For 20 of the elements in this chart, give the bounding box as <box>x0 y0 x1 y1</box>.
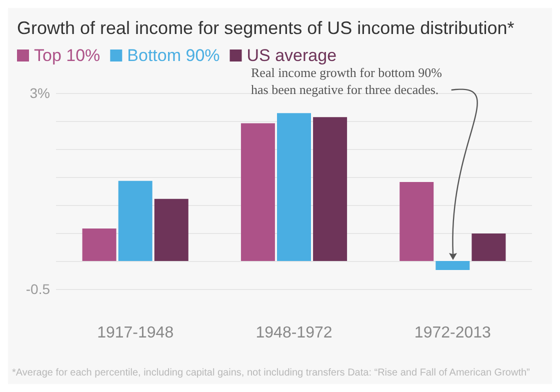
bar <box>118 180 152 261</box>
bar <box>82 228 116 261</box>
text: *Average for each percentile, including capital gains, not including transfers Data: “Rise and Fall of American Growth” <box>12 368 530 378</box>
x-tick-label: 1972-2013 <box>414 324 492 342</box>
chart-title: Growth of real income for segments of US income distribution* <box>17 18 514 38</box>
bar <box>154 198 188 261</box>
bar <box>400 182 434 261</box>
legend-label: US average <box>246 46 337 65</box>
bar <box>277 113 311 261</box>
bar <box>436 261 470 270</box>
bar <box>313 117 348 261</box>
x-tick-label: 1917-1948 <box>97 324 174 342</box>
bar <box>240 123 275 261</box>
x-tick-label: 1948-1972 <box>256 324 332 342</box>
y-tick-label: 3% <box>30 85 50 101</box>
legend-label: Bottom 90% <box>127 46 220 65</box>
legend-label: Top 10% <box>34 46 100 65</box>
y-tick-label: -0.5 <box>26 281 50 297</box>
annotation: Real income growth for bottom 90% has been negative for three decades. <box>251 65 442 97</box>
bar <box>472 234 506 261</box>
